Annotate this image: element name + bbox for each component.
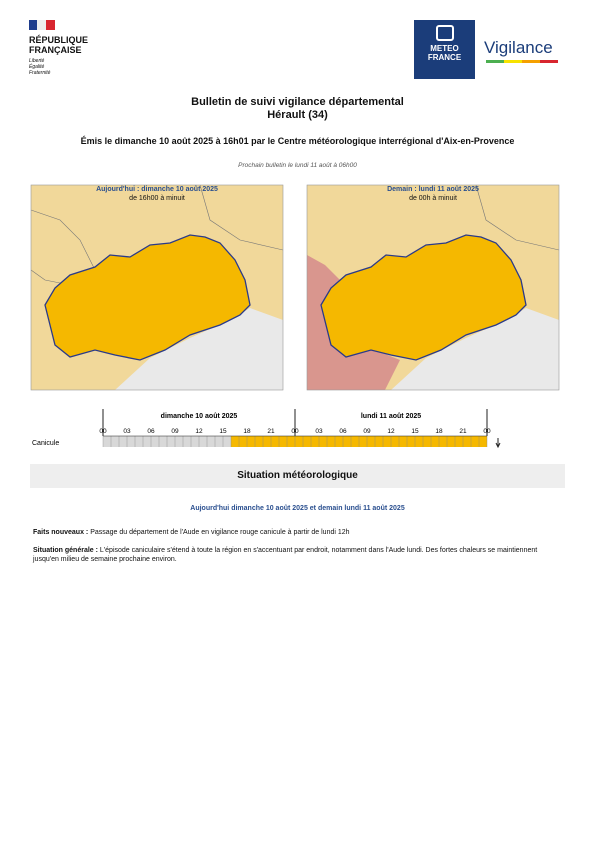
next-bulletin: Prochain bulletin le lundi 11 août à 06h…	[238, 162, 357, 169]
section-title: Situation météorologique	[30, 464, 565, 488]
hour-label: 12	[387, 428, 395, 435]
hour-label: 06	[147, 428, 155, 435]
hour-label: 15	[219, 428, 227, 435]
day-label: dimanche 10 août 2025	[161, 413, 238, 420]
paragraph-text: Passage du département de l'Aude en vigi…	[90, 529, 350, 536]
hour-label: 06	[339, 428, 347, 435]
republic: RÉPUBLIQUE FRANÇAISE	[29, 35, 88, 55]
paragraph: Faits nouveaux : Passage du département …	[33, 528, 563, 537]
hour-label: 03	[315, 428, 323, 435]
hour-label: 00	[483, 428, 491, 435]
map-title: Aujourd'hui : dimanche 10 août 2025	[96, 186, 218, 193]
hour-label: 18	[435, 428, 443, 435]
hour-label: 15	[411, 428, 419, 435]
row-label: Canicule	[32, 440, 59, 447]
title-line: Hérault (34)	[267, 109, 328, 121]
motto-line: Égalité	[29, 64, 45, 70]
meteo-line: METEO	[430, 44, 459, 53]
flag	[29, 20, 55, 30]
vigilance-logo: Vigilance	[484, 38, 553, 57]
hour-label: 09	[171, 428, 179, 435]
motto-line: Fraternité	[29, 70, 51, 76]
hour-label: 09	[363, 428, 371, 435]
hour-label: 21	[267, 428, 275, 435]
map-title: Demain : lundi 11 août 2025	[387, 186, 479, 193]
day-label: lundi 11 août 2025	[361, 413, 421, 420]
hour-label: 21	[459, 428, 467, 435]
vigilance-bar	[486, 60, 558, 63]
motto: Liberté Égalité Fraternité	[29, 58, 50, 76]
map-today	[30, 184, 284, 391]
paragraph-label: Faits nouveaux :	[33, 529, 89, 536]
hour-label: 03	[123, 428, 131, 435]
paragraph-label: Situation générale :	[33, 547, 98, 554]
motto-line: Liberté	[29, 58, 45, 64]
situation-text: Faits nouveaux : Passage du département …	[33, 528, 563, 564]
situation-subtitle: Aujourd'hui dimanche 10 août 2025 et dem…	[190, 505, 405, 512]
hour-label: 18	[243, 428, 251, 435]
issued: Émis le dimanche 10 août 2025 à 16h01 pa…	[80, 136, 515, 146]
hour-label: 12	[195, 428, 203, 435]
paragraph-text: L'épisode caniculaire s'étend à toute la…	[33, 547, 538, 563]
maps	[30, 184, 560, 391]
end-arrow	[495, 438, 501, 449]
republic-line: FRANÇAISE	[29, 45, 82, 55]
map-period: de 00h à minuit	[409, 195, 457, 202]
map-tomorrow	[306, 184, 560, 391]
title-line: Bulletin de suivi vigilance départementa…	[191, 96, 404, 108]
map-caption: Aujourd'hui : dimanche 10 août 2025 de 1…	[31, 185, 283, 203]
title: Bulletin de suivi vigilance départementa…	[0, 96, 595, 122]
meteo-line: FRANCE	[427, 53, 462, 62]
hour-label: 00	[99, 428, 107, 435]
timeline: dimanche 10 août 2025 lundi 11 août 2025 0…	[32, 409, 501, 449]
meteo-logo: METEO FRANCE	[414, 20, 475, 79]
hour-label: 00	[291, 428, 299, 435]
paragraph: Situation générale : L'épisode caniculai…	[33, 546, 563, 564]
republic-line: RÉPUBLIQUE	[29, 35, 89, 45]
map-period: de 16h00 à minuit	[129, 195, 185, 202]
map-caption: Demain : lundi 11 août 2025 de 00h à min…	[307, 185, 559, 203]
